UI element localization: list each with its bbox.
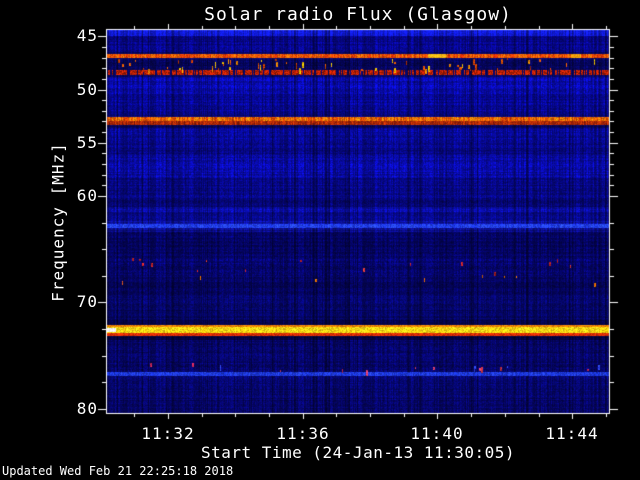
x-axis-tick-label: 11:44 [545, 424, 599, 443]
x-axis-tick-label: 11:36 [276, 424, 330, 443]
y-axis-tick-label: 55 [76, 133, 98, 152]
x-axis-title: Start Time (24-Jan-13 11:30:05) [200, 443, 516, 462]
chart-title: Solar radio Flux (Glasgow) [204, 4, 512, 25]
x-axis-tick-label: 11:32 [141, 424, 195, 443]
y-axis-title: Frequency [MHz] [48, 142, 68, 302]
y-axis-tick-label: 70 [76, 292, 98, 311]
y-axis-tick-label: 45 [76, 26, 98, 45]
y-axis-tick-label: 50 [76, 80, 98, 99]
y-axis-tick-label: 80 [76, 399, 98, 418]
y-axis-tick-label: 60 [76, 186, 98, 205]
x-axis-tick-label: 11:40 [410, 424, 464, 443]
updated-timestamp: Updated Wed Feb 21 22:25:18 2018 [2, 464, 234, 478]
